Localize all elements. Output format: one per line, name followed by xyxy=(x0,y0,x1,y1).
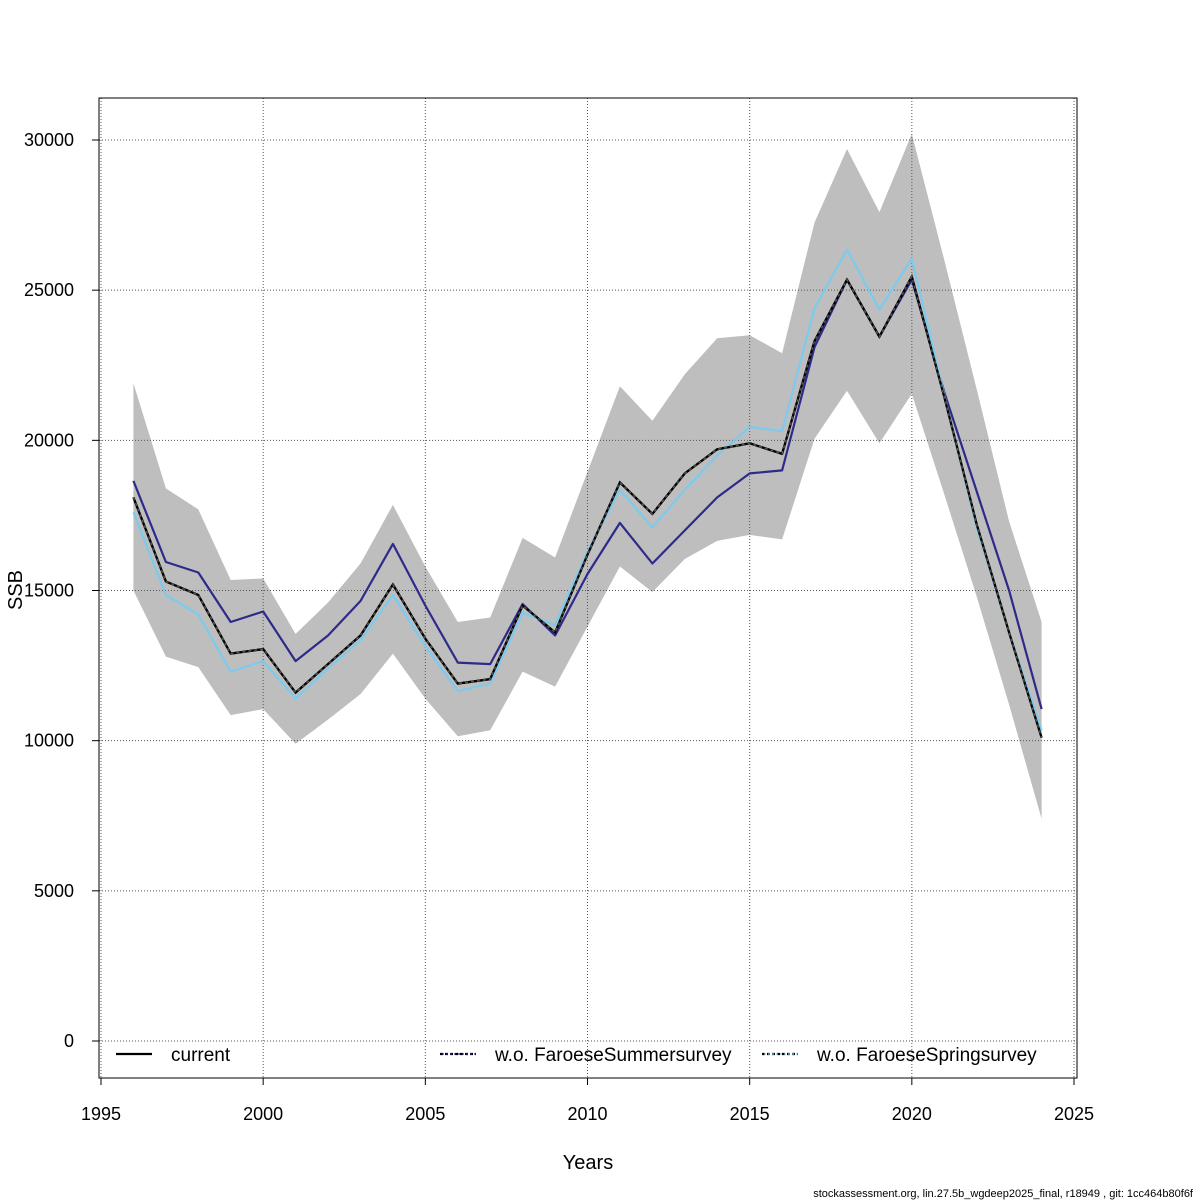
x-tick-label: 2015 xyxy=(730,1104,770,1124)
x-tick-label: 1995 xyxy=(81,1104,121,1124)
x-tick-label: 2020 xyxy=(892,1104,932,1124)
legend-item-1: current xyxy=(116,1045,231,1066)
legend-label: w.o. FaroeseSpringsurvey xyxy=(816,1045,1037,1066)
footer-credit: stockassessment.org, lin.27.5b_wgdeep202… xyxy=(813,1188,1194,1200)
x-axis: 1995 2000 2005 2010 2015 2020 2025 xyxy=(81,1077,1094,1124)
y-axis-title: SSB xyxy=(5,570,27,610)
series-lines xyxy=(132,248,1043,739)
y-axis: 0 5000 10000 15000 20000 25000 30000 xyxy=(24,130,100,1051)
y-tick-label: 20000 xyxy=(24,430,74,450)
series-line-3 xyxy=(132,248,1043,731)
x-tick-label: 2005 xyxy=(405,1104,445,1124)
y-tick-label: 30000 xyxy=(24,130,74,150)
legend: current w.o. FaroeseSummersurvey w.o. Faro… xyxy=(116,1045,1037,1066)
y-tick-label: 15000 xyxy=(24,581,74,601)
legend-label: w.o. FaroeseSummersurvey xyxy=(494,1045,732,1066)
legend-item-2: w.o. FaroeseSummersurvey xyxy=(440,1045,732,1066)
grid xyxy=(99,98,1077,1078)
y-tick-label: 10000 xyxy=(24,731,74,751)
y-tick-label: 5000 xyxy=(34,881,74,901)
x-tick-label: 2000 xyxy=(243,1104,283,1124)
x-tick-label: 2010 xyxy=(567,1104,607,1124)
legend-label: current xyxy=(171,1045,231,1066)
series-line-current-top xyxy=(132,273,1043,739)
x-tick-label: 2025 xyxy=(1054,1104,1094,1124)
y-tick-label: 25000 xyxy=(24,280,74,300)
x-axis-title: Years xyxy=(563,1152,613,1174)
y-tick-label: 0 xyxy=(64,1031,74,1051)
legend-item-3: w.o. FaroeseSpringsurvey xyxy=(762,1045,1037,1066)
